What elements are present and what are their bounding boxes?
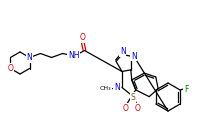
Text: O: O (135, 104, 141, 113)
Text: S: S (130, 93, 135, 102)
Text: NH: NH (68, 51, 79, 60)
Text: N: N (131, 52, 137, 61)
Text: N: N (27, 53, 32, 62)
Text: O: O (80, 33, 85, 42)
Text: N: N (114, 83, 120, 92)
Text: O: O (7, 64, 13, 73)
Text: CH₃: CH₃ (100, 86, 112, 91)
Text: N: N (120, 47, 126, 56)
Text: O: O (123, 104, 129, 113)
Text: F: F (184, 85, 188, 94)
